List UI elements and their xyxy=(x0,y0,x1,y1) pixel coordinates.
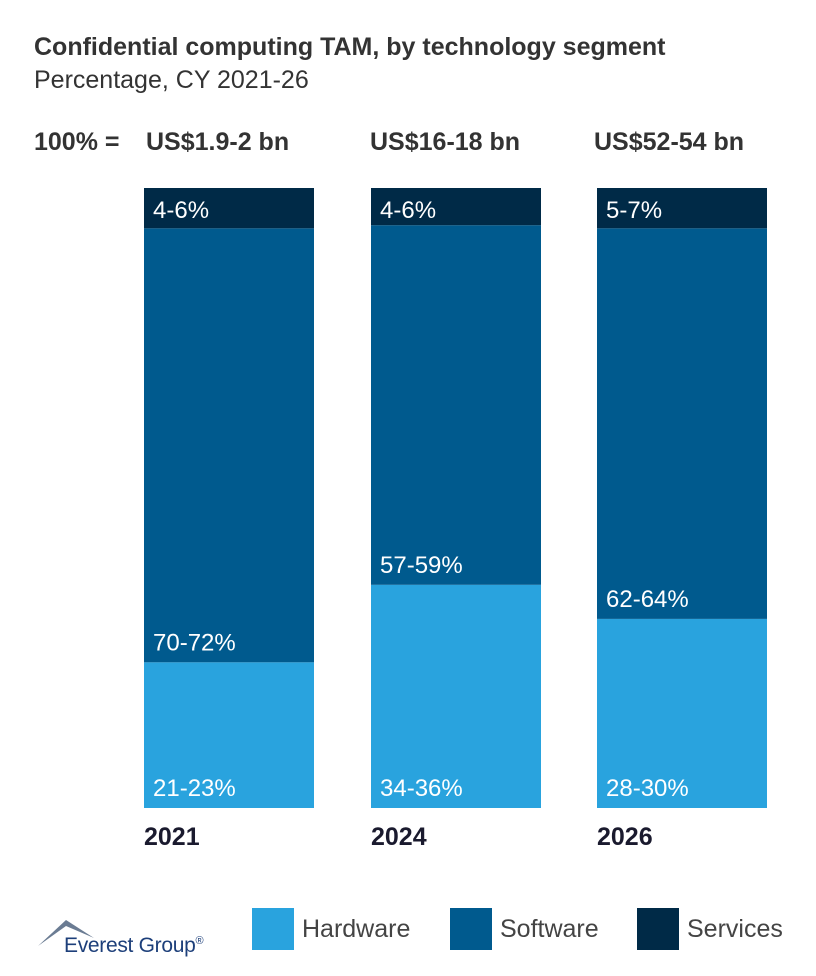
legend-services: Services xyxy=(637,908,783,950)
chart-subtitle: Percentage, CY 2021-26 xyxy=(34,66,309,94)
data-label-software-2024: 57-59% xyxy=(380,552,463,579)
bar-software-2024 xyxy=(371,225,541,585)
mountain-icon xyxy=(38,920,94,946)
bar-services-2026 xyxy=(597,188,767,229)
category-label-2026: 2026 xyxy=(597,823,653,851)
data-label-services-2021: 4-6% xyxy=(153,197,209,224)
data-label-software-2026: 62-64% xyxy=(606,586,689,613)
legend-label-services: Services xyxy=(687,914,783,943)
bar-hardware-2026 xyxy=(597,618,767,808)
bar-hardware-2021 xyxy=(144,662,314,808)
everest-group-logo: Everest Group® xyxy=(36,914,206,962)
bar-services-2021 xyxy=(144,188,314,229)
stacked-bar-chart: 21-23% 70-72% 4-6% 2021 34-36% 57-59% 4-6% 2024… xyxy=(144,188,767,851)
legend-swatch-software xyxy=(450,908,492,950)
data-label-hardware-2024: 34-36% xyxy=(380,775,463,802)
legend-software: Software xyxy=(450,908,599,950)
data-label-software-2021: 70-72% xyxy=(153,629,236,656)
bar-hardware-2024 xyxy=(371,584,541,808)
logo-text: Everest Group® xyxy=(64,934,204,958)
legend-label-hardware: Hardware xyxy=(302,914,411,943)
data-label-hardware-2026: 28-30% xyxy=(606,775,689,802)
total-label-2026: US$52-54 bn xyxy=(594,128,745,156)
legend-hardware: Hardware xyxy=(252,908,410,950)
category-label-2021: 2021 xyxy=(144,823,200,851)
legend-label-software: Software xyxy=(500,914,599,943)
legend-swatch-services xyxy=(637,908,679,950)
legend-swatch-hardware xyxy=(252,908,294,950)
logo-registered-mark: ® xyxy=(195,935,204,947)
totals-prefix: 100% = xyxy=(34,128,120,156)
total-label-2021: US$1.9-2 bn xyxy=(146,128,290,156)
bar-services-2024 xyxy=(371,188,541,226)
total-label-2024: US$16-18 bn xyxy=(370,128,521,156)
bar-software-2026 xyxy=(597,228,767,619)
category-label-2024: 2024 xyxy=(371,823,427,851)
data-label-services-2024: 4-6% xyxy=(380,197,436,224)
bar-software-2021 xyxy=(144,228,314,663)
data-label-services-2026: 5-7% xyxy=(606,197,662,224)
chart-title: Confidential computing TAM, by technolog… xyxy=(34,33,666,61)
logo-brand-name: Everest Group xyxy=(64,934,196,957)
data-label-hardware-2021: 21-23% xyxy=(153,775,236,802)
